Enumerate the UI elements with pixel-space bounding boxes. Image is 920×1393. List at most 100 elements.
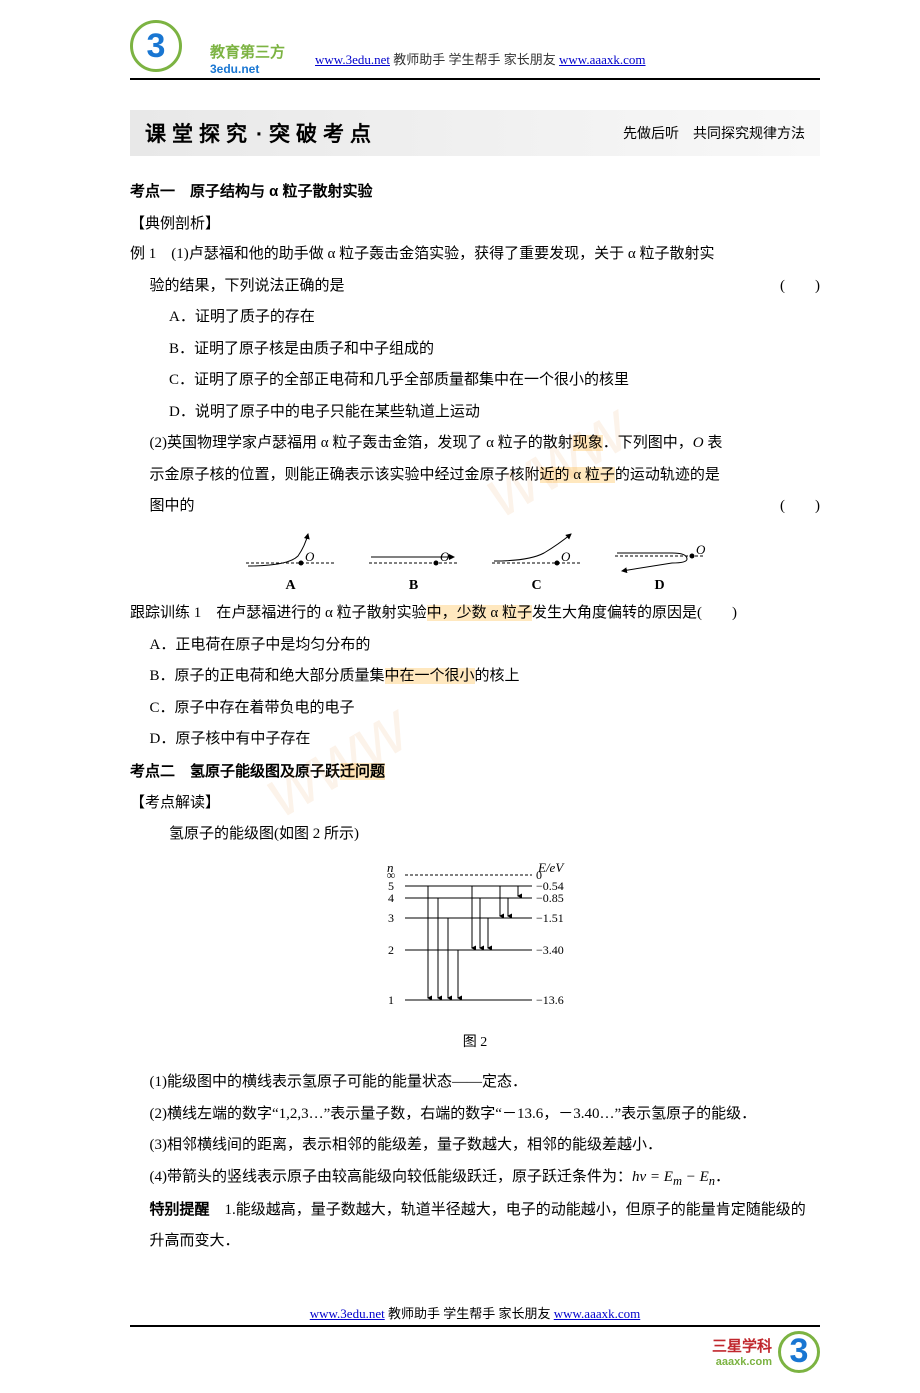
- point-1: (1)能级图中的横线表示氢原子可能的能量状态——定态．: [130, 1067, 820, 1099]
- svg-text:−3.40: −3.40: [536, 943, 564, 957]
- ex1-line1: 例 1 (1)卢瑟福和他的助手做 α 粒子轰击金箔实验，获得了重要发现，关于 α…: [130, 239, 820, 271]
- footer-link-text: 教师助手 学生帮手 家长朋友: [385, 1306, 554, 1321]
- ex1-q2-l2-d: 的运动轨迹的是: [615, 467, 720, 483]
- ex1-line2-text: 验的结果，下列说法正确的是: [150, 278, 345, 294]
- trajectory-a-icon: O: [243, 531, 338, 576]
- footer-link-2[interactable]: www.aaaxk.com: [554, 1306, 641, 1321]
- track1-a: 跟踪训练 1 在卢瑟福进行的 α 粒子散射实验: [130, 605, 427, 621]
- logo-cn: 教育第三方: [210, 41, 285, 62]
- track1-b: 中，少数: [427, 605, 487, 621]
- ex1-q2-l2-a: 示金原子核的位置，则能正确表示该实验中经过金原子核附: [150, 467, 540, 483]
- fig-c-label: C: [489, 578, 584, 595]
- point-2: (2)横线左端的数字“1,2,3…”表示量子数，右端的数字“－13.6，－3.4…: [130, 1099, 820, 1131]
- fig-a: O A: [243, 531, 338, 595]
- fig-a-label: A: [243, 578, 338, 595]
- logo-circle-icon: [130, 20, 182, 72]
- ex1-q2-l3-text: 图中的: [150, 498, 195, 514]
- trajectory-c-icon: O: [489, 531, 584, 576]
- t1-opt-a: A．正电荷在原子中是均匀分布的: [130, 630, 820, 662]
- ex1-opt-c: C．证明了原子的全部正电荷和几乎全部质量都集中在一个很小的核里: [130, 365, 820, 397]
- kaodian2-b: 迁问题: [340, 763, 385, 780]
- t1-opt-c: C．原子中存在着带负电的电子: [130, 693, 820, 725]
- content: 考点一 原子结构与 α 粒子散射实验 【典例剖析】 例 1 (1)卢瑟福和他的助…: [130, 176, 820, 1258]
- t1-b-1: B．原子的正电荷和绝大部分质量集: [150, 668, 385, 684]
- header-link-2[interactable]: www.aaaxk.com: [559, 52, 646, 67]
- p4-formula: hv = E: [632, 1169, 673, 1185]
- p4-dot: ．: [715, 1169, 730, 1185]
- track1-c: α 粒子: [487, 605, 532, 621]
- footer-logo-text: 三星学科 aaaxk.com: [712, 1335, 772, 1368]
- trajectory-figures: O A O B O: [130, 531, 820, 595]
- svg-text:1: 1: [388, 993, 394, 1007]
- fig-b: O B: [366, 531, 461, 595]
- p4-a: (4)带箭头的竖线表示原子由较高能级向较低能级跃迁，原子跃迁条件为：: [150, 1169, 633, 1185]
- kd-intro: 氢原子的能级图(如图 2 所示): [130, 819, 820, 851]
- ex1-q2-l1-c: ．下列图中，: [603, 435, 693, 451]
- svg-text:−13.6: −13.6: [536, 993, 564, 1007]
- ex1-q2-l1-o: O: [693, 435, 704, 451]
- header-link-text: 教师助手 学生帮手 家长朋友: [390, 52, 559, 67]
- svg-text:O: O: [696, 542, 706, 557]
- trajectory-b-icon: O: [366, 531, 461, 576]
- p4-minus: − E: [682, 1169, 709, 1185]
- footer-link-1[interactable]: www.3edu.net: [310, 1306, 385, 1321]
- fig-b-label: B: [366, 578, 461, 595]
- tebie-text: 1.能级越高，量子数越大，轨道半径越大，电子的动能越小，但原子的能量肯定随能级的…: [150, 1202, 806, 1250]
- t1-opt-b: B．原子的正电荷和绝大部分质量集中在一个很小的核上: [130, 661, 820, 693]
- section-banner: 课堂探究·突破考点 先做后听 共同探究规律方法: [130, 110, 820, 156]
- ex1-line2: 验的结果，下列说法正确的是 ( ): [130, 271, 820, 303]
- dianli-label: 【典例剖析】: [130, 208, 820, 240]
- t1-b-2: 的核上: [475, 668, 520, 684]
- footer-logo-circle-icon: [778, 1331, 820, 1373]
- banner-title: 课堂探究·突破考点: [145, 118, 377, 148]
- header-link-1[interactable]: www.3edu.net: [315, 52, 390, 67]
- fig-c: O C: [489, 531, 584, 595]
- page: www www 教育第三方 3edu.net www.3edu.net 教师助手…: [0, 0, 920, 1278]
- svg-text:3: 3: [388, 911, 394, 925]
- svg-text:2: 2: [388, 943, 394, 957]
- energy-level-diagram: nE/eV∞05−0.544−0.853−1.512−3.401−13.6 图 …: [130, 860, 820, 1057]
- footer-logo-cn: 三星学科: [712, 1335, 772, 1356]
- kaodian2-a: 考点二 氢原子能级图及原子跃: [130, 763, 340, 780]
- ex1-paren: ( ): [780, 271, 820, 303]
- trajectory-d-icon: O: [612, 531, 707, 576]
- ex1-q2-l1-b: 现象: [573, 435, 603, 451]
- svg-text:4: 4: [388, 891, 394, 905]
- tebie-label: 特别提醒: [150, 1201, 210, 1218]
- svg-text:O: O: [305, 549, 315, 564]
- ex1-opt-d: D．说明了原子中的电子只能在某些轨道上运动: [130, 397, 820, 429]
- point-4: (4)带箭头的竖线表示原子由较高能级向较低能级跃迁，原子跃迁条件为：hv = E…: [130, 1162, 820, 1194]
- header-logo: [130, 20, 200, 76]
- fig-d-label: D: [612, 578, 707, 595]
- point-3: (3)相邻横线间的距离，表示相邻的能级差，量子数越大，相邻的能级差越小．: [130, 1130, 820, 1162]
- footer-links: www.3edu.net 教师助手 学生帮手 家长朋友 www.aaaxk.co…: [130, 1303, 820, 1322]
- energy-caption: 图 2: [130, 1028, 820, 1057]
- svg-text:O: O: [440, 549, 450, 564]
- t1-b-hl: 中在一个很小: [385, 668, 475, 684]
- page-footer: www.3edu.net 教师助手 学生帮手 家长朋友 www.aaaxk.co…: [0, 1303, 920, 1393]
- header-links: www.3edu.net 教师助手 学生帮手 家长朋友 www.aaaxk.co…: [315, 49, 646, 76]
- logo-text: 教育第三方 3edu.net: [210, 41, 285, 76]
- ex1-q2-l1-a: (2)英国物理学家卢瑟福用 α 粒子轰击金箔，发现了 α 粒子的散射: [150, 435, 573, 451]
- svg-text:−0.85: −0.85: [536, 891, 564, 905]
- track1-stem: 跟踪训练 1 在卢瑟福进行的 α 粒子散射实验中，少数 α 粒子发生大角度偏转的…: [130, 598, 820, 630]
- svg-text:−1.51: −1.51: [536, 911, 564, 925]
- logo-en: 3edu.net: [210, 62, 285, 76]
- kaodian-1: 考点一 原子结构与 α 粒子散射实验: [130, 176, 820, 208]
- fig-d: O D: [612, 531, 707, 595]
- ex1-q2-line2: 示金原子核的位置，则能正确表示该实验中经过金原子核附近的 α 粒子的运动轨迹的是: [130, 460, 820, 492]
- banner-title-left: 课堂探究: [145, 123, 253, 146]
- banner-subtitle: 先做后听 共同探究规律方法: [623, 123, 805, 143]
- kaodian-2: 考点二 氢原子能级图及原子跃迁问题: [130, 756, 820, 788]
- energy-diagram-icon: nE/eV∞05−0.544−0.853−1.512−3.401−13.6: [350, 860, 600, 1015]
- ex1-q2-l1-d: 表: [704, 435, 723, 451]
- ex1-q2-paren: ( ): [780, 491, 820, 523]
- banner-title-right: 突破考点: [269, 123, 377, 146]
- ex1-opt-a: A．证明了质子的存在: [130, 302, 820, 334]
- footer-logo-en: aaaxk.com: [712, 1356, 772, 1368]
- kd-label: 【考点解读】: [130, 787, 820, 819]
- ex1-q2-line1: (2)英国物理学家卢瑟福用 α 粒子轰击金箔，发现了 α 粒子的散射现象．下列图…: [130, 428, 820, 460]
- tebie: 特别提醒 1.能级越高，量子数越大，轨道半径越大，电子的动能越小，但原子的能量肯…: [130, 1194, 820, 1258]
- ex1-q2-line3: 图中的 ( ): [130, 491, 820, 523]
- t1-opt-d: D．原子核中有中子存在: [130, 724, 820, 756]
